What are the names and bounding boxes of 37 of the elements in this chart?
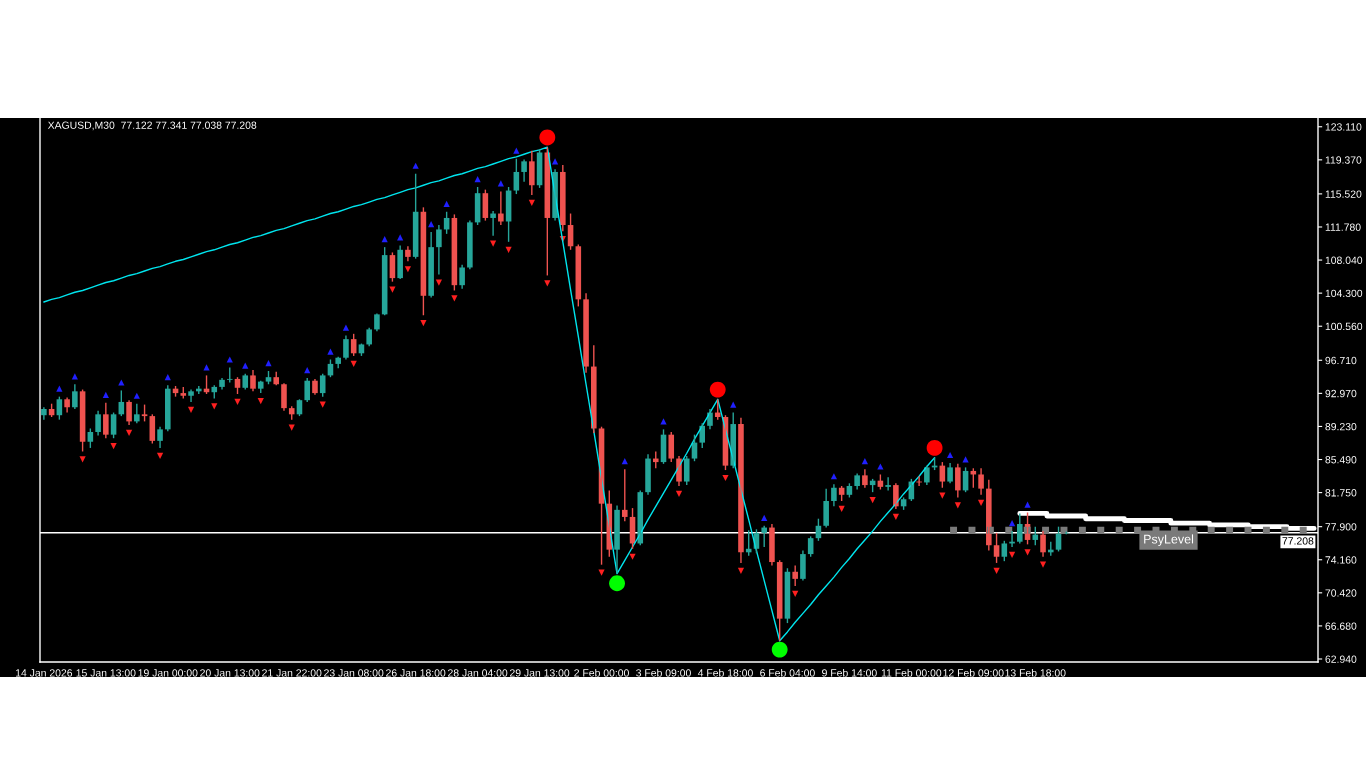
x-tick-label: 15 Jan 13:00 [76,669,136,677]
x-tick-label: 26 Jan 18:00 [386,669,446,677]
y-tick-label: 89.230 [1325,422,1357,431]
y-tick-label: 70.420 [1325,589,1357,597]
y-tick-label: 108.040 [1325,256,1363,264]
x-tick-label: 29 Jan 13:00 [509,669,570,677]
y-tick-label: 81.750 [1325,489,1357,497]
x-tick-label: 13 Feb 18:00 [1005,668,1066,677]
x-tick-label: 4 Feb 18:00 [697,668,753,677]
chart-title: XAGUSD,M30 77.122 77.341 77.038 77.208 [47,121,257,131]
x-tick-label: 6 Feb 04:00 [760,668,815,677]
y-tick-label: 119.370 [1325,156,1362,164]
x-tick-label: 3 Feb 09:00 [636,668,691,677]
series-label: PsyLevel [1144,534,1194,547]
y-tick-label: 100.560 [1325,322,1363,331]
x-tick-label: 2 Feb 00:00 [574,668,629,677]
y-tick-label: 123.110 [1325,123,1362,131]
x-tick-label: 11 Feb 00:00 [881,668,942,677]
x-tick-label: 20 Jan 13:00 [200,669,260,677]
x-tick-label: 12 Feb 09:00 [943,668,1004,677]
y-tick-label: 111.780 [1325,223,1361,231]
x-tick-label: 14 Jan 2026 [16,669,73,677]
y-tick-label: 104.300 [1325,289,1363,298]
x-tick-label: 19 Jan 00:00 [138,669,198,677]
ref-line-label: 77.208 [1282,537,1314,545]
y-tick-label: 85.490 [1325,456,1357,464]
x-tick-label: 23 Jan 08:00 [324,669,384,677]
x-tick-label: 21 Jan 22:00 [262,669,322,677]
y-tick-label: 74.160 [1325,556,1357,564]
y-tick-label: 92.970 [1325,389,1357,398]
y-tick-label: 66.680 [1325,622,1357,630]
y-tick-label: 62.940 [1325,655,1357,663]
y-tick-label: 77.900 [1325,523,1357,531]
y-tick-label: 115.520 [1325,190,1362,198]
x-tick-label: 28 Jan 04:00 [448,669,508,677]
x-tick-label: 9 Feb 14:00 [822,668,877,677]
y-tick-label: 96.710 [1325,356,1357,365]
